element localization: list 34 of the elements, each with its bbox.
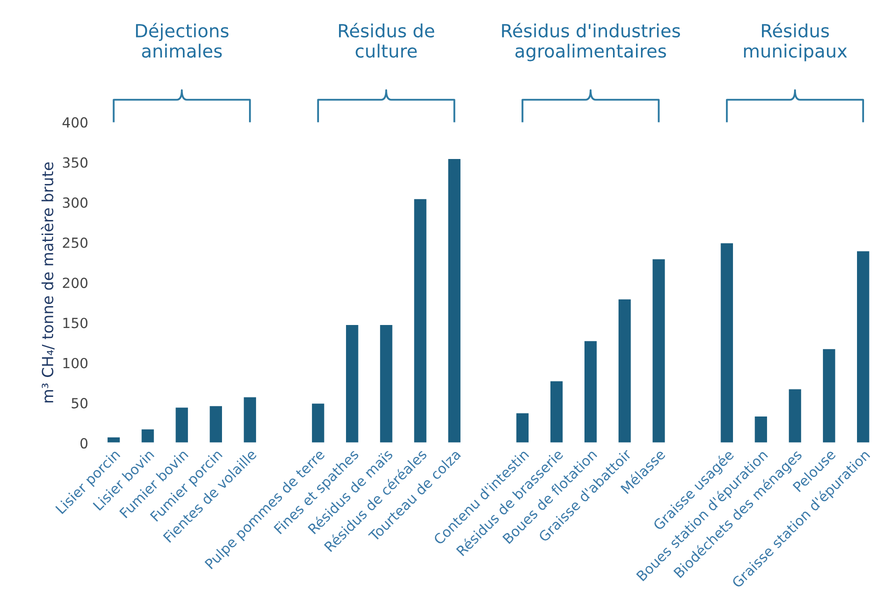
y-tick-label: 200 bbox=[62, 278, 88, 288]
y-tick-label: 100 bbox=[63, 358, 88, 368]
y-tick-label: 50 bbox=[72, 398, 88, 408]
y-tick-label: 250 bbox=[62, 238, 88, 248]
bar bbox=[787, 388, 802, 444]
bar bbox=[514, 412, 530, 444]
text: Résidus de culture bbox=[339, 22, 434, 58]
y-tick-label: 150 bbox=[63, 318, 88, 328]
bar bbox=[549, 380, 564, 444]
bar bbox=[719, 242, 734, 444]
bar bbox=[822, 348, 837, 444]
bar bbox=[617, 298, 632, 444]
bar bbox=[106, 436, 122, 444]
bar bbox=[446, 158, 462, 444]
bar bbox=[208, 404, 224, 444]
text: Résidus municipaux bbox=[744, 22, 847, 62]
y-tick-label: 350 bbox=[62, 157, 88, 168]
y-tick-label: 0 bbox=[80, 438, 88, 449]
bar bbox=[174, 406, 190, 444]
bar bbox=[344, 324, 360, 444]
y-tick-label: 400 bbox=[62, 117, 88, 128]
text: Résidus d'industries agroalimentaires bbox=[502, 22, 680, 62]
bar bbox=[856, 250, 871, 444]
bar bbox=[651, 258, 666, 444]
bar bbox=[412, 198, 428, 444]
bar bbox=[753, 415, 768, 444]
bar bbox=[310, 402, 326, 444]
text: Déjections animales bbox=[136, 22, 228, 58]
bar bbox=[583, 340, 598, 444]
y-tick-label: 300 bbox=[62, 197, 88, 208]
y-axis-title: m³ CH₄/ tonne de matière brute bbox=[40, 162, 55, 402]
bar bbox=[242, 396, 258, 444]
bar bbox=[378, 324, 394, 444]
bar bbox=[140, 428, 156, 444]
